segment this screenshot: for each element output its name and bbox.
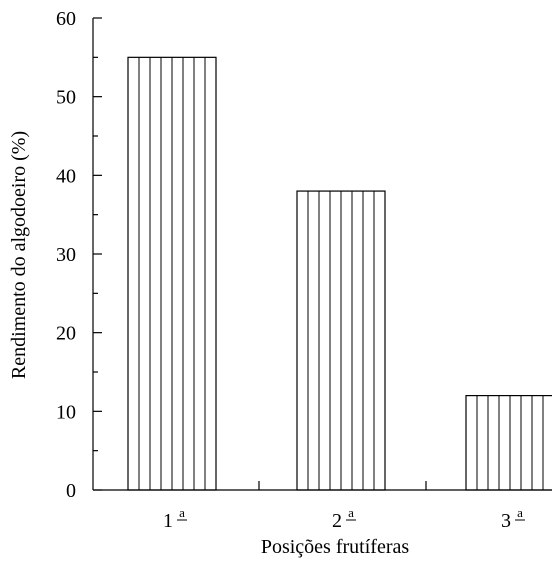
x-axis-title: Posições frutíferas [261,536,410,558]
x-tick-label-superscript: a [179,505,185,520]
bars [127,56,552,491]
x-tick-label: 2 [332,510,342,532]
y-axis-title: Rendimento do algodoeiro (%) [8,131,30,379]
bar [127,56,217,491]
y-tick-label: 50 [56,87,76,109]
y-tick-label: 10 [56,401,76,423]
y-tick-label: 30 [56,244,76,266]
y-tick-label: 40 [56,165,76,187]
y-tick-label: 0 [66,480,76,502]
x-tick-label: 1 [163,510,173,532]
x-axis [93,481,552,491]
x-tick-label: 3 [501,510,511,532]
bar [465,395,552,491]
x-tick-label-superscript: a [517,505,523,520]
bar-outline [465,395,552,491]
x-tick-label-superscript: a [348,505,354,520]
y-tick-label: 20 [56,323,76,345]
y-tick-label: 60 [56,8,76,30]
y-axis: 0 10 20 30 40 50 60 [56,8,102,502]
bar [296,190,386,491]
